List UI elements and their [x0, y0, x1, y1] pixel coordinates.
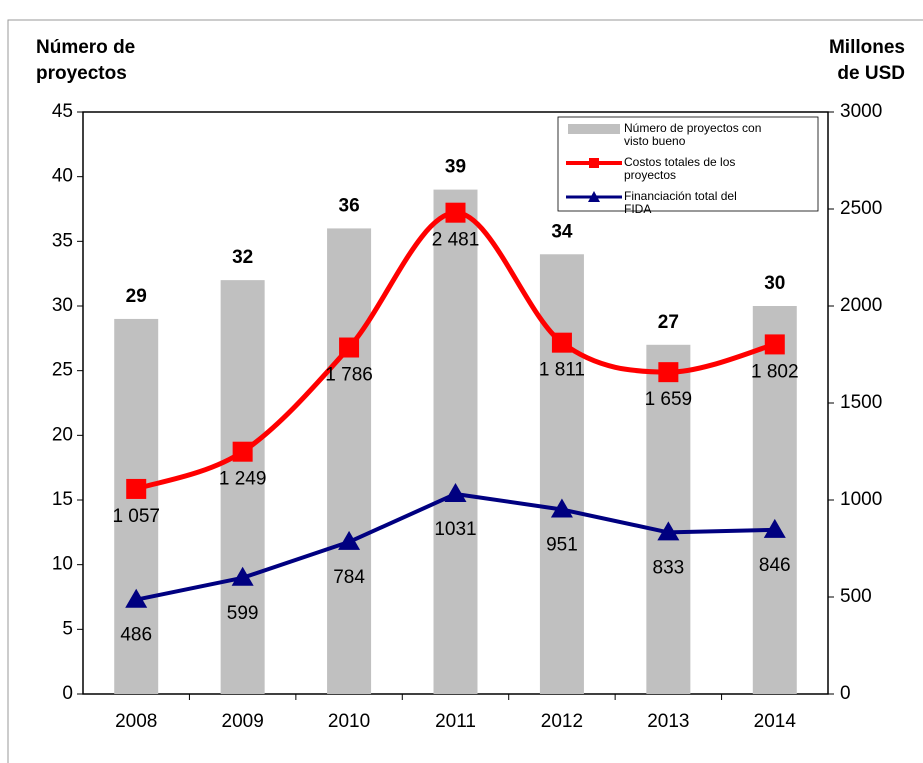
- y2-tick-label: 1500: [840, 392, 882, 413]
- bar-label: 30: [764, 273, 785, 294]
- bar: [220, 280, 265, 694]
- y2-tick-label: 500: [840, 586, 872, 607]
- point-label: 1031: [434, 519, 476, 540]
- legend-marker: [589, 158, 599, 168]
- y-axis-label: Número de: [36, 37, 135, 58]
- y2-tick-label: 2000: [840, 295, 882, 316]
- point-label: 1 802: [751, 361, 799, 382]
- x-tick-label: 2013: [647, 711, 689, 732]
- bar: [752, 306, 797, 694]
- y2-axis-label: Millones: [829, 37, 905, 58]
- bar-label: 32: [232, 247, 253, 268]
- point-label: 846: [759, 555, 791, 576]
- x-tick-label: 2012: [541, 711, 583, 732]
- marker: [444, 482, 467, 502]
- y2-tick-label: 0: [840, 683, 851, 704]
- y-tick-label: 0: [62, 683, 73, 704]
- y-tick-label: 5: [62, 618, 73, 639]
- point-label: 1 249: [219, 469, 267, 490]
- x-tick-label: 2010: [328, 711, 370, 732]
- bar: [433, 189, 478, 694]
- bar: [327, 228, 372, 694]
- bar: [114, 318, 159, 694]
- y2-tick-label: 3000: [840, 101, 882, 122]
- legend-label: Costos totales de los proyectos: [624, 155, 735, 182]
- x-tick-label: 2009: [222, 711, 264, 732]
- bar-label: 39: [445, 157, 466, 178]
- x-tick-label: 2011: [435, 711, 476, 732]
- marker: [550, 498, 573, 518]
- point-label: 833: [653, 557, 685, 578]
- marker: [339, 337, 360, 358]
- marker: [657, 521, 680, 541]
- y-tick-label: 25: [52, 360, 73, 381]
- x-tick-label: 2014: [754, 711, 797, 732]
- point-label: 1 811: [539, 360, 585, 381]
- y-tick-label: 40: [52, 166, 73, 187]
- point-label: 784: [333, 567, 365, 588]
- marker: [231, 566, 254, 586]
- bar: [539, 254, 584, 694]
- bar-label: 29: [126, 286, 147, 307]
- point-label: 1 057: [112, 506, 160, 527]
- marker: [232, 441, 253, 462]
- y-tick-label: 35: [52, 230, 73, 251]
- y2-axis-label: de USD: [837, 63, 905, 84]
- bar-label: 34: [551, 221, 573, 242]
- marker: [658, 362, 679, 383]
- marker: [764, 334, 785, 355]
- point-label: 2 481: [432, 230, 480, 251]
- point-label: 1 786: [325, 365, 373, 386]
- point-label: 1 659: [645, 389, 693, 410]
- y-tick-label: 15: [52, 489, 73, 510]
- legend-marker: [588, 191, 600, 202]
- x-tick-label: 2008: [115, 711, 157, 732]
- marker: [551, 332, 572, 353]
- bar-label: 36: [339, 195, 360, 216]
- y2-tick-label: 2500: [840, 198, 882, 219]
- legend-swatch: [568, 124, 620, 134]
- point-label: 951: [546, 535, 578, 556]
- marker: [445, 202, 466, 223]
- point-label: 599: [227, 603, 259, 624]
- y2-tick-label: 1000: [840, 489, 882, 510]
- y-tick-label: 20: [52, 424, 73, 445]
- marker: [338, 530, 361, 550]
- y-tick-label: 10: [52, 554, 73, 575]
- bar: [646, 344, 691, 694]
- point-label: 486: [120, 625, 152, 646]
- marker: [125, 588, 148, 608]
- y-tick-label: 30: [52, 295, 73, 316]
- y-tick-label: 45: [52, 101, 73, 122]
- legend-label: Número de proyectos con visto bueno: [624, 121, 761, 148]
- marker: [126, 478, 147, 499]
- chart-frame: [7, 19, 923, 763]
- y-axis-label: proyectos: [36, 63, 127, 84]
- legend-label: Financiación total del FIDA: [624, 189, 737, 216]
- bar-label: 27: [658, 312, 679, 333]
- marker: [763, 518, 786, 538]
